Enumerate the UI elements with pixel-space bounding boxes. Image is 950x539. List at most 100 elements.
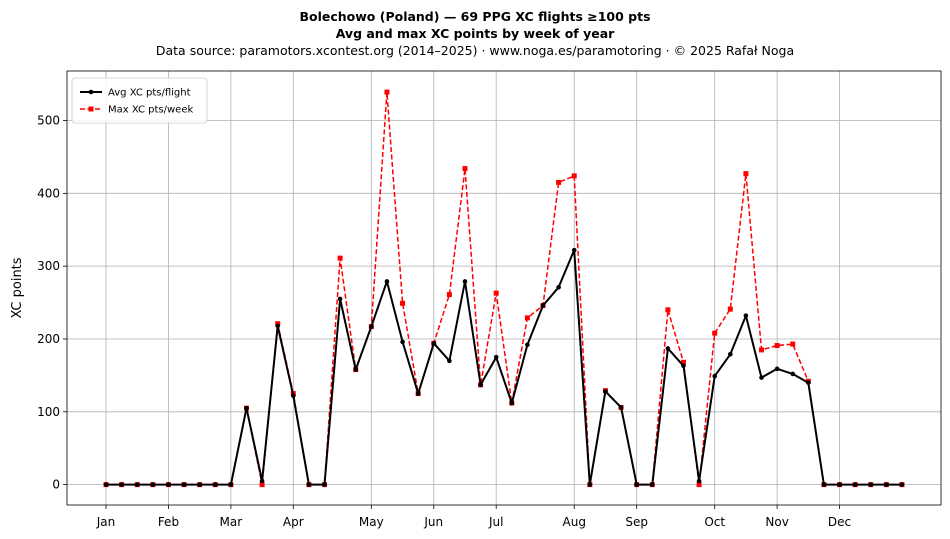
legend-box bbox=[71, 77, 208, 124]
avg-point bbox=[431, 341, 437, 346]
avg-point bbox=[509, 400, 515, 406]
data-source-note: Data source: paramotors.xcontest.org (20… bbox=[155, 43, 795, 58]
avg-point bbox=[806, 380, 811, 385]
avg-point bbox=[244, 405, 249, 411]
avg-point bbox=[837, 482, 842, 487]
axes: 0 100 200 300 400 500 Jan Feb Mar Apr May Jun Jul Aug… bbox=[10, 70, 942, 529]
avg-point bbox=[759, 375, 764, 380]
x-tick-label: Mar bbox=[220, 515, 243, 529]
avg-point bbox=[322, 482, 327, 487]
avg-point bbox=[400, 339, 405, 345]
y-tick-label: 0 bbox=[52, 478, 60, 492]
avg-point bbox=[774, 366, 780, 372]
legend-label: Avg XC pts/flight bbox=[108, 88, 191, 99]
avg-point bbox=[447, 358, 452, 364]
x-tick-label: Nov bbox=[765, 515, 788, 529]
avg-point bbox=[556, 284, 561, 290]
max-point bbox=[790, 341, 796, 347]
max-series-line bbox=[106, 91, 902, 486]
avg-point bbox=[696, 478, 702, 484]
legend: Avg XC pts/flight Max XC pts/week bbox=[71, 77, 208, 124]
avg-point bbox=[353, 367, 359, 372]
avg-point bbox=[150, 482, 156, 487]
max-point bbox=[462, 166, 468, 172]
avg-point bbox=[603, 389, 608, 394]
avg-point bbox=[868, 482, 874, 487]
legend-marker bbox=[88, 89, 94, 95]
avg-point bbox=[587, 482, 593, 487]
avg-point bbox=[306, 482, 312, 487]
max-point bbox=[259, 482, 265, 488]
avg-point bbox=[462, 279, 468, 284]
y-tick-label: 500 bbox=[37, 114, 60, 128]
x-tick-label: Aug bbox=[563, 515, 586, 529]
max-point bbox=[743, 171, 749, 177]
x-tick-label: Sep bbox=[625, 515, 648, 529]
max-point bbox=[759, 347, 765, 353]
series-layer bbox=[103, 89, 905, 488]
chart-subtitle: Avg and max XC points by week of year bbox=[335, 26, 615, 41]
max-point bbox=[727, 306, 733, 312]
avg-point bbox=[337, 296, 343, 302]
avg-point bbox=[384, 279, 390, 284]
avg-point bbox=[415, 391, 421, 396]
max-point bbox=[696, 482, 702, 488]
x-tick-label: Apr bbox=[283, 515, 304, 529]
max-point bbox=[774, 343, 780, 349]
max-point bbox=[665, 307, 671, 313]
avg-point bbox=[712, 373, 717, 379]
max-point bbox=[680, 359, 686, 365]
chart-titles: Bolechowo (Poland) — 69 PPG XC flights ≥… bbox=[0, 8, 950, 59]
plot-frame bbox=[66, 70, 942, 506]
avg-point bbox=[181, 482, 187, 487]
x-tick-label: Dec bbox=[828, 515, 851, 529]
avg-point bbox=[884, 482, 889, 487]
avg-point bbox=[649, 482, 655, 487]
x-tick-label: Feb bbox=[158, 515, 179, 529]
y-tick-label: 100 bbox=[37, 405, 60, 419]
avg-point bbox=[571, 247, 577, 253]
max-point bbox=[712, 330, 718, 336]
avg-point bbox=[899, 482, 905, 487]
avg-point bbox=[103, 482, 109, 487]
avg-point bbox=[790, 371, 796, 377]
x-tick-label: Jun bbox=[423, 515, 443, 529]
avg-point bbox=[291, 393, 296, 399]
legend-marker bbox=[88, 106, 94, 112]
max-point bbox=[400, 300, 406, 306]
x-tick-label: Jul bbox=[488, 515, 503, 529]
avg-point bbox=[259, 478, 265, 484]
max-point bbox=[337, 255, 343, 261]
x-tick-label: Oct bbox=[704, 515, 725, 529]
avg-point bbox=[369, 324, 374, 329]
avg-point bbox=[728, 351, 733, 357]
y-tick-label: 200 bbox=[37, 332, 60, 346]
avg-point bbox=[212, 482, 218, 487]
avg-point bbox=[665, 346, 671, 351]
avg-point bbox=[618, 405, 624, 410]
avg-point bbox=[493, 354, 499, 360]
max-point bbox=[493, 290, 499, 296]
y-axis-label: XC points bbox=[10, 257, 25, 318]
avg-point bbox=[275, 323, 280, 329]
max-point bbox=[446, 292, 452, 298]
y-tick-label: 400 bbox=[37, 186, 60, 200]
avg-point bbox=[681, 363, 686, 369]
avg-point bbox=[743, 313, 749, 318]
avg-point bbox=[525, 342, 530, 348]
avg-point bbox=[197, 482, 202, 487]
avg-point bbox=[228, 482, 234, 487]
x-tick-label: Jan bbox=[96, 515, 116, 529]
avg-point bbox=[134, 482, 140, 487]
avg-point bbox=[478, 382, 483, 388]
y-tick-label: 300 bbox=[37, 259, 60, 273]
avg-point bbox=[821, 482, 827, 487]
x-tick-label: May bbox=[359, 515, 384, 529]
legend-label: Max XC pts/week bbox=[108, 105, 193, 116]
max-point bbox=[571, 173, 577, 179]
avg-point bbox=[166, 482, 171, 487]
max-point bbox=[384, 89, 390, 95]
avg-point bbox=[119, 482, 124, 487]
avg-point bbox=[634, 482, 639, 487]
